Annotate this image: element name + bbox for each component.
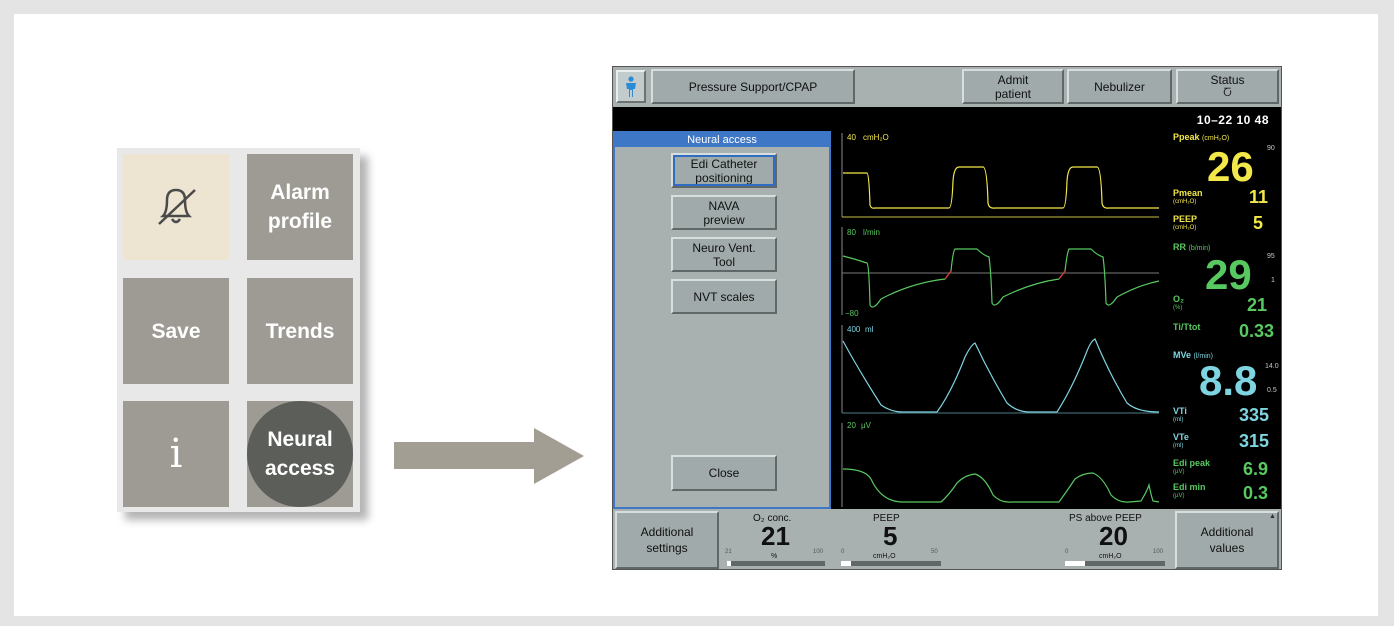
- close-button[interactable]: Close: [671, 455, 777, 491]
- o2-conc-unit: %: [771, 553, 778, 560]
- neuro-vent-tool-button[interactable]: Neuro Vent. Tool: [671, 237, 777, 272]
- ppeak-value: 26: [1207, 143, 1254, 190]
- battery-status-icon: Ⴀ: [1223, 87, 1232, 99]
- rr-label: RR (b/min): [1173, 242, 1211, 253]
- ventilation-mode-button[interactable]: Pressure Support/CPAP: [651, 69, 855, 104]
- top-bar: Pressure Support/CPAP Admit patient Nebu…: [613, 67, 1281, 107]
- peep-setting-max: 50: [931, 549, 938, 555]
- status-label: Status: [1210, 72, 1245, 87]
- ps-above-peep-unit: cmH₂O: [1099, 553, 1122, 560]
- edi-scale: 20: [847, 421, 856, 430]
- date-time: 10–22 10 48: [1196, 113, 1269, 127]
- edi-peak-value: 6.9: [1243, 459, 1269, 479]
- ventilator-screen: Pressure Support/CPAP Admit patient Nebu…: [612, 66, 1282, 570]
- menu-panel: Alarm profile Save Trends i Neural acces…: [117, 148, 360, 512]
- peep-value: 5: [1253, 213, 1264, 233]
- edi-min-value: 0.3: [1243, 483, 1269, 503]
- person-icon: [626, 75, 636, 97]
- vti-label: VTi (ml): [1173, 406, 1187, 424]
- flow-scale: 80: [847, 228, 856, 237]
- o2-conc-min: 21: [725, 549, 732, 555]
- pmean-label: Pmean (cmH₂O): [1173, 188, 1203, 206]
- alarm-mute-icon: [158, 188, 196, 225]
- save-button[interactable]: Save: [123, 278, 229, 384]
- ps-above-peep-label: PS above PEEP: [1069, 513, 1142, 524]
- rr-value: 29: [1205, 251, 1252, 298]
- mve-label: MVe (l/min): [1173, 350, 1213, 361]
- flow-min-scale: −80: [845, 309, 859, 318]
- edi-peak-label: Edi peak (µV): [1173, 458, 1211, 476]
- volume-scale: 400: [847, 325, 861, 334]
- o2-conc-max: 100: [813, 549, 824, 555]
- flow-trigger-marker: [944, 270, 1066, 280]
- nava-preview-button[interactable]: NAVA preview: [671, 195, 777, 230]
- bottom-bar: Additional settings O₂ conc. 21 % 21 100…: [613, 509, 1281, 569]
- ps-above-peep-max: 100: [1153, 549, 1164, 555]
- ps-above-peep-min: 0: [1065, 549, 1069, 555]
- volume-unit: ml: [865, 325, 874, 334]
- flow-unit: l/min: [863, 228, 880, 237]
- pressure-scale: 40: [847, 133, 856, 142]
- additional-values-button[interactable]: Additional values: [1175, 511, 1279, 569]
- admit-patient-button[interactable]: Admit patient: [962, 69, 1064, 104]
- neural-access-dialog: Neural access Edi Catheter positioning N…: [613, 131, 831, 509]
- peep-label: PEEP (cmH₂O): [1173, 214, 1198, 232]
- edi-unit: µV: [861, 421, 871, 430]
- o2-conc-setting[interactable]: O₂ conc. 21 % 21 100: [723, 509, 827, 569]
- info-button[interactable]: i: [123, 401, 229, 507]
- mve-value: 8.8: [1199, 357, 1258, 404]
- peep-range-bar: [841, 561, 941, 566]
- waveform-area: 40 cmH₂O 80 l/min −80 400 ml 20 µV: [841, 131, 1171, 509]
- ti-ttot-label: Ti/Ttot: [1173, 322, 1201, 332]
- peep-level: [841, 561, 851, 566]
- edi-min-label: Edi min (µV): [1173, 482, 1206, 500]
- rr-high-limit: 95: [1267, 253, 1275, 260]
- waveform-plots: [841, 133, 1160, 507]
- flow-waveform: [842, 248, 1160, 308]
- o2-conc-level: [727, 561, 731, 566]
- vte-value: 315: [1239, 431, 1270, 451]
- arrow-right-icon: [394, 428, 584, 484]
- mve-low-limit: 0.5: [1267, 387, 1277, 394]
- edi-catheter-positioning-button[interactable]: Edi Catheter positioning: [671, 153, 777, 188]
- vte-label: VTe (ml): [1173, 432, 1189, 450]
- neural-access-button[interactable]: Neural access: [247, 401, 353, 507]
- pressure-waveform: [843, 166, 1159, 209]
- peep-setting-min: 0: [841, 549, 845, 555]
- mve-high-limit: 14.0: [1265, 363, 1279, 370]
- o2-label: O₂ (%): [1173, 294, 1184, 312]
- edi-waveform: [842, 468, 1160, 503]
- o2-value: 21: [1247, 295, 1268, 315]
- peep-setting-value: 5: [883, 521, 898, 551]
- peep-setting-label: PEEP: [873, 513, 900, 524]
- peep-setting[interactable]: PEEP 5 cmH₂O 0 50: [839, 509, 943, 569]
- additional-settings-button[interactable]: Additional settings: [615, 511, 719, 569]
- peep-setting-unit: cmH₂O: [873, 553, 896, 560]
- neural-access-label: Neural access: [247, 401, 353, 507]
- ppeak-label: Ppeak (cmH₂O): [1173, 132, 1230, 143]
- vti-value: 335: [1239, 405, 1270, 425]
- nebulizer-button[interactable]: Nebulizer: [1067, 69, 1172, 104]
- o2-conc-label: O₂ conc.: [753, 513, 792, 524]
- alarm-mute-button[interactable]: [123, 154, 229, 260]
- expand-up-icon[interactable]: ▲: [1269, 513, 1276, 520]
- nvt-scales-button[interactable]: NVT scales: [671, 279, 777, 314]
- trends-button[interactable]: Trends: [247, 278, 353, 384]
- ps-above-peep-setting[interactable]: PS above PEEP 20 cmH₂O 0 100: [1061, 509, 1169, 569]
- status-button[interactable]: Status Ⴀ: [1176, 69, 1279, 104]
- ppeak-alarm-limit: 90: [1267, 145, 1275, 152]
- ps-above-peep-value: 20: [1099, 521, 1128, 551]
- volume-waveform: [842, 338, 1160, 413]
- o2-conc-range-bar: [727, 561, 825, 566]
- patient-category-button[interactable]: [616, 70, 646, 103]
- rr-low-limit: 1: [1271, 277, 1275, 284]
- o2-conc-value: 21: [761, 521, 790, 551]
- pressure-unit: cmH₂O: [863, 133, 889, 142]
- ps-above-peep-level: [1065, 561, 1085, 566]
- dialog-title: Neural access: [615, 133, 829, 147]
- ti-ttot-value: 0.33: [1239, 321, 1275, 341]
- ps-above-peep-range-bar: [1065, 561, 1165, 566]
- pmean-value: 11: [1249, 187, 1269, 207]
- alarm-profile-button[interactable]: Alarm profile: [247, 154, 353, 260]
